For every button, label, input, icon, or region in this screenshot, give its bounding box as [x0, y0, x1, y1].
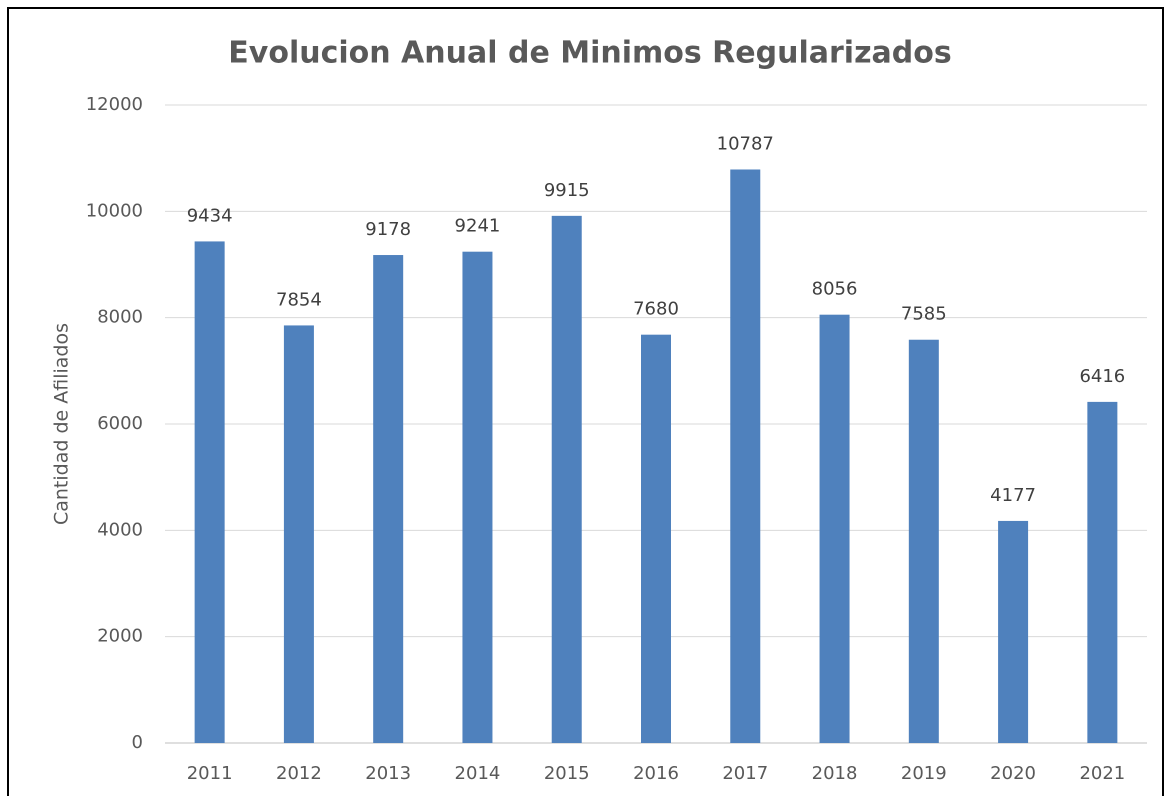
bar: [551, 215, 582, 744]
data-label: 8056: [812, 279, 858, 300]
bar: [641, 334, 671, 743]
x-tick-label: 2014: [455, 763, 501, 784]
data-label: 9434: [187, 205, 233, 226]
data-label: 10787: [717, 133, 774, 154]
bar: [998, 520, 1029, 743]
y-tick-label: 6000: [97, 413, 143, 434]
x-tick-label: 2021: [1079, 763, 1125, 784]
data-label: 7680: [633, 299, 679, 320]
chart-title: Evolucion Anual de Minimos Regularizados: [228, 36, 951, 71]
data-label: 9178: [365, 219, 411, 240]
x-tick-label: 2017: [722, 763, 768, 784]
y-tick-label: 2000: [97, 626, 143, 647]
bar: [730, 169, 761, 744]
x-tick-label: 2012: [276, 763, 322, 784]
data-label: 7585: [901, 304, 947, 325]
y-tick-label: 12000: [86, 94, 143, 115]
data-label: 4177: [990, 485, 1036, 506]
bar: [819, 314, 850, 743]
x-tick-label: 2013: [365, 763, 411, 784]
x-tick-label: 2015: [544, 763, 590, 784]
x-tick-label: 2016: [633, 763, 679, 784]
y-tick-label: 0: [132, 732, 143, 753]
bar: [1087, 401, 1118, 743]
x-tick-label: 2019: [901, 763, 947, 784]
data-label: 9915: [544, 180, 590, 201]
bar: [462, 251, 493, 743]
data-label: 9241: [455, 216, 501, 237]
chart-border: [7, 7, 1164, 796]
y-tick-label: 4000: [97, 519, 143, 540]
y-tick-label: 10000: [86, 200, 143, 221]
bar: [908, 339, 939, 743]
bar: [283, 325, 314, 743]
y-axis-title: Cantidad de Afiliados: [51, 323, 73, 525]
x-tick-label: 2011: [187, 763, 233, 784]
x-tick-label: 2020: [990, 763, 1036, 784]
bar: [373, 255, 404, 744]
data-label: 6416: [1079, 366, 1125, 387]
y-tick-label: 8000: [97, 307, 143, 328]
bar: [194, 241, 225, 743]
data-label: 7854: [276, 289, 322, 310]
x-tick-label: 2018: [812, 763, 858, 784]
